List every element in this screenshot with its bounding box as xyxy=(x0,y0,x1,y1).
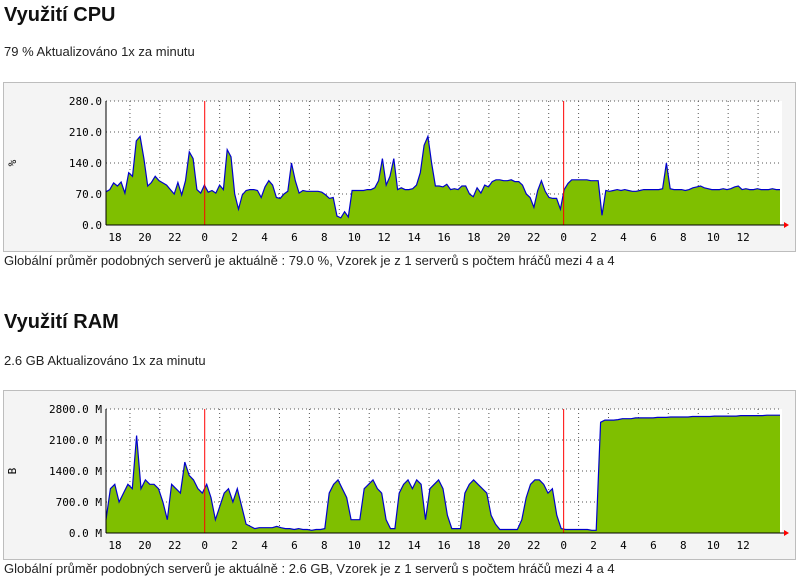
x-tick-label: 0 xyxy=(560,539,567,552)
x-tick-label: 2 xyxy=(590,539,597,552)
cpu-footer: Globální průměr podobných serverů je akt… xyxy=(4,253,615,268)
x-tick-label: 2 xyxy=(590,231,597,244)
x-axis-arrow xyxy=(784,222,789,228)
cpu-chart-panel: 280.0 210.0 140.0 70.0 0.0 18 20 22 0 2 4 6 8 10 12 14 1… xyxy=(3,82,796,252)
x-tick-label: 18 xyxy=(108,231,121,244)
x-tick-label: 10 xyxy=(707,539,720,552)
x-tick-label: 12 xyxy=(378,231,391,244)
y-tick-label: 700.0 M xyxy=(56,496,103,509)
y-tick-label: 0.0 M xyxy=(69,527,102,540)
series-line xyxy=(105,134,780,219)
x-tick-label: 12 xyxy=(378,539,391,552)
x-axis-arrow xyxy=(784,530,789,536)
x-tick-label: 22 xyxy=(168,231,181,244)
y-axis-label: % xyxy=(6,159,19,166)
x-tick-label: 12 xyxy=(736,539,749,552)
x-tick-label: 22 xyxy=(168,539,181,552)
x-tick-label: 8 xyxy=(680,539,687,552)
y-tick-label: 280.0 xyxy=(69,95,102,108)
y-tick-label: 140.0 xyxy=(69,157,102,170)
y-tick-label: 1400.0 M xyxy=(49,465,102,478)
y-tick-label: 2100.0 M xyxy=(49,434,102,447)
series-area xyxy=(106,136,780,225)
y-tick-label: 70.0 xyxy=(76,188,103,201)
y-tick-label: 2800.0 M xyxy=(49,403,102,416)
x-tick-label: 20 xyxy=(497,231,510,244)
x-tick-label: 10 xyxy=(707,231,720,244)
x-tick-label: 16 xyxy=(437,231,450,244)
x-tick-label: 10 xyxy=(348,539,361,552)
x-tick-label: 8 xyxy=(680,231,687,244)
x-tick-label: 8 xyxy=(321,539,328,552)
x-tick-label: 12 xyxy=(736,231,749,244)
cpu-section-title: Využití CPU xyxy=(4,4,116,26)
y-tick-label: 210.0 xyxy=(69,126,102,139)
x-tick-label: 6 xyxy=(650,231,657,244)
x-tick-label: 18 xyxy=(467,539,480,552)
x-tick-label: 18 xyxy=(108,539,121,552)
y-axis-label: B xyxy=(6,467,19,474)
x-tick-label: 0 xyxy=(560,231,567,244)
ram-chart-panel: 2800.0 M 2100.0 M 1400.0 M 700.0 M 0.0 M 18 20… xyxy=(3,390,796,560)
x-tick-label: 4 xyxy=(261,539,268,552)
x-tick-label: 0 xyxy=(201,231,208,244)
x-tick-label: 16 xyxy=(437,539,450,552)
ram-footer: Globální průměr podobných serverů je akt… xyxy=(4,561,615,576)
x-tick-label: 6 xyxy=(291,539,298,552)
x-tick-label: 20 xyxy=(138,231,151,244)
x-tick-label: 14 xyxy=(407,231,421,244)
x-tick-label: 18 xyxy=(467,231,480,244)
x-tick-label: 14 xyxy=(407,539,421,552)
x-tick-label: 6 xyxy=(650,539,657,552)
x-tick-label: 22 xyxy=(527,231,540,244)
x-tick-label: 4 xyxy=(620,231,627,244)
x-tick-label: 4 xyxy=(620,539,627,552)
series-line xyxy=(105,414,780,531)
ram-section-title: Využití RAM xyxy=(4,311,119,333)
x-tick-label: 20 xyxy=(138,539,151,552)
x-tick-label: 8 xyxy=(321,231,328,244)
y-tick-label: 0.0 xyxy=(82,219,102,232)
x-tick-label: 2 xyxy=(231,231,238,244)
x-tick-label: 22 xyxy=(527,539,540,552)
x-tick-label: 10 xyxy=(348,231,361,244)
x-tick-label: 20 xyxy=(497,539,510,552)
x-tick-label: 0 xyxy=(201,539,208,552)
series-area xyxy=(106,415,780,533)
x-tick-label: 2 xyxy=(231,539,238,552)
x-tick-label: 4 xyxy=(261,231,268,244)
x-tick-label: 6 xyxy=(291,231,298,244)
ram-subtitle: 2.6 GB Aktualizováno 1x za minutu xyxy=(4,353,206,368)
cpu-subtitle: 79 % Aktualizováno 1x za minutu xyxy=(4,44,195,59)
